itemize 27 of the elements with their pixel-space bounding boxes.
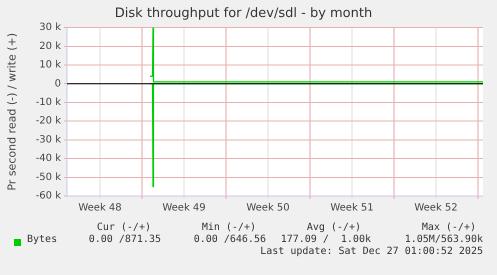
x-tick-label: Week 52 <box>414 202 458 214</box>
text: 177.09 / 1.00k <box>280 234 371 245</box>
text: Max (-/+) <box>422 222 476 233</box>
text: Cur (-/+) <box>96 222 151 233</box>
text: 1.05M/563.90k <box>404 234 483 245</box>
text: Last update: Sat Dec 27 01:00:52 2025 <box>260 246 483 257</box>
x-tick-label: Week 51 <box>330 202 374 214</box>
y-tick-label: -50 k <box>36 172 62 183</box>
y-tick-label: 20 k <box>39 40 62 52</box>
text: Avg (-/+) <box>306 222 361 233</box>
x-tick-label: Week 50 <box>246 202 290 214</box>
x-tick-label: Week 49 <box>162 202 206 214</box>
y-axis-title: Pr second read (-) / write (+) <box>5 32 18 191</box>
text: 0.00 /646.56 <box>194 234 266 245</box>
legend-label: Bytes <box>27 234 58 245</box>
y-tick-label: -30 k <box>36 134 62 146</box>
y-tick-label: -10 k <box>36 97 62 108</box>
y-tick-label: 10 k <box>39 60 62 71</box>
chart-title: Disk throughput for /dev/sdl - by month <box>114 6 372 22</box>
text: Min (-/+) <box>202 222 256 233</box>
y-tick-label: -40 k <box>36 153 62 164</box>
y-tick-label: -20 k <box>36 116 62 127</box>
y-tick-label: 30 k <box>39 22 62 34</box>
y-tick-label: 0 <box>54 78 61 90</box>
text: 0.00 /871.35 <box>88 234 161 245</box>
y-tick-label: -60 k <box>36 190 62 202</box>
x-tick-label: Week 48 <box>78 202 122 214</box>
